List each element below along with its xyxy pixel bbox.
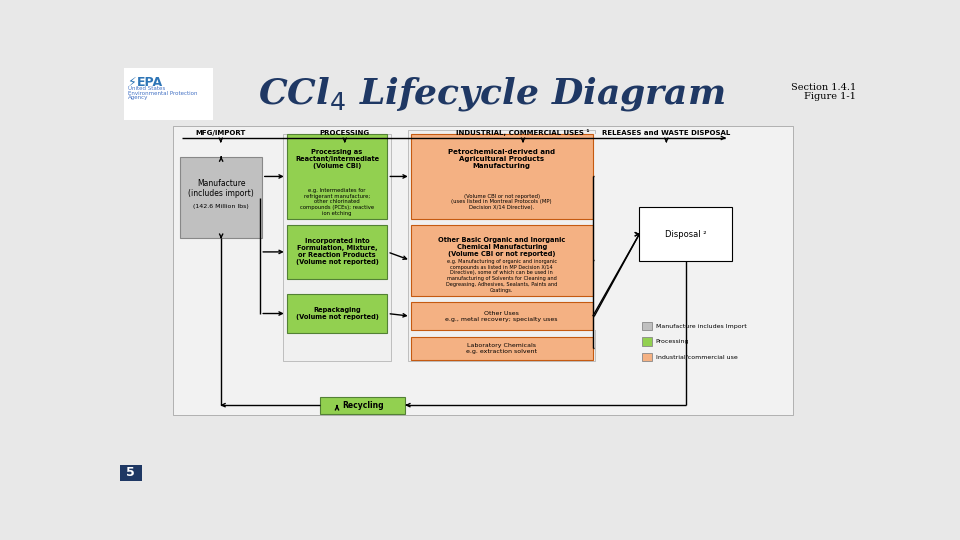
Bar bbox=[641, 322, 653, 330]
Bar bbox=[641, 353, 653, 361]
Bar bbox=[411, 225, 592, 296]
Text: Repackaging
(Volume not reported): Repackaging (Volume not reported) bbox=[296, 307, 378, 320]
Text: (142.6 Million lbs): (142.6 Million lbs) bbox=[193, 204, 249, 210]
Text: Other Basic Organic and Inorganic
Chemical Manufacturing
(Volume CBI or not repo: Other Basic Organic and Inorganic Chemic… bbox=[438, 237, 565, 256]
Text: INDUSTRIAL, COMMERCIAL USES ¹: INDUSTRIAL, COMMERCIAL USES ¹ bbox=[456, 129, 589, 136]
Text: Disposal ²: Disposal ² bbox=[665, 230, 707, 239]
Bar bbox=[411, 134, 592, 219]
Text: e.g. Manufacturing of organic and inorganic
compounds as listed in MP Decision X: e.g. Manufacturing of organic and inorga… bbox=[446, 259, 558, 293]
Bar bbox=[283, 134, 392, 361]
Bar bbox=[120, 465, 142, 481]
Text: (Volume CBI or not reported)
(uses listed in Montreal Protocols (MP)
Decision X/: (Volume CBI or not reported) (uses liste… bbox=[451, 193, 552, 210]
Bar bbox=[124, 68, 213, 120]
Text: Section 1.4.1: Section 1.4.1 bbox=[791, 83, 856, 92]
Text: 5: 5 bbox=[127, 467, 135, 480]
Bar bbox=[411, 336, 592, 360]
Text: RELEASES and WASTE DISPOSAL: RELEASES and WASTE DISPOSAL bbox=[602, 130, 731, 136]
Text: Processing: Processing bbox=[656, 339, 689, 344]
Bar bbox=[287, 134, 388, 219]
Bar bbox=[180, 157, 262, 238]
Bar bbox=[639, 207, 732, 261]
Bar bbox=[408, 130, 595, 361]
Bar bbox=[320, 397, 405, 414]
Bar bbox=[173, 126, 793, 415]
Text: Manufacture includes Import: Manufacture includes Import bbox=[656, 323, 746, 329]
Text: Environmental Protection: Environmental Protection bbox=[128, 91, 197, 96]
Text: Recycling: Recycling bbox=[342, 401, 383, 410]
Text: Incorporated into
Formulation, Mixture,
or Reaction Products
(Volume not reporte: Incorporated into Formulation, Mixture, … bbox=[296, 239, 378, 266]
Text: PROCESSING: PROCESSING bbox=[320, 130, 370, 136]
Text: Petrochemical-derived and
Agricultural Products
Manufacturing: Petrochemical-derived and Agricultural P… bbox=[448, 148, 555, 168]
Text: Laboratory Chemicals
e.g. extraction solvent: Laboratory Chemicals e.g. extraction sol… bbox=[467, 343, 538, 354]
Text: EPA: EPA bbox=[137, 76, 163, 89]
Text: Other Uses
e.g., metal recovery; specialty uses: Other Uses e.g., metal recovery; special… bbox=[445, 311, 558, 322]
Bar bbox=[287, 225, 388, 279]
Bar bbox=[411, 302, 592, 330]
Bar bbox=[592, 134, 639, 330]
Text: Industrial/commercial use: Industrial/commercial use bbox=[656, 355, 737, 360]
Bar bbox=[287, 294, 388, 333]
Text: United States: United States bbox=[128, 86, 165, 91]
Text: Processing as
Reactant/Intermediate
(Volume CBI): Processing as Reactant/Intermediate (Vol… bbox=[295, 148, 379, 168]
Text: ⚡: ⚡ bbox=[128, 76, 136, 89]
Bar bbox=[120, 65, 864, 123]
Text: Manufacture
(includes import): Manufacture (includes import) bbox=[188, 179, 254, 198]
Text: MFG/IMPORT: MFG/IMPORT bbox=[196, 130, 246, 136]
Text: CCl$_4$ Lifecycle Diagram: CCl$_4$ Lifecycle Diagram bbox=[258, 75, 726, 113]
Text: Figure 1-1: Figure 1-1 bbox=[804, 92, 856, 101]
Bar bbox=[641, 338, 653, 346]
Text: Agency: Agency bbox=[128, 96, 148, 100]
Text: e.g. Intermediates for
refrigerant manufacture;
other chlorinated
compounds (PCE: e.g. Intermediates for refrigerant manuf… bbox=[300, 188, 374, 216]
